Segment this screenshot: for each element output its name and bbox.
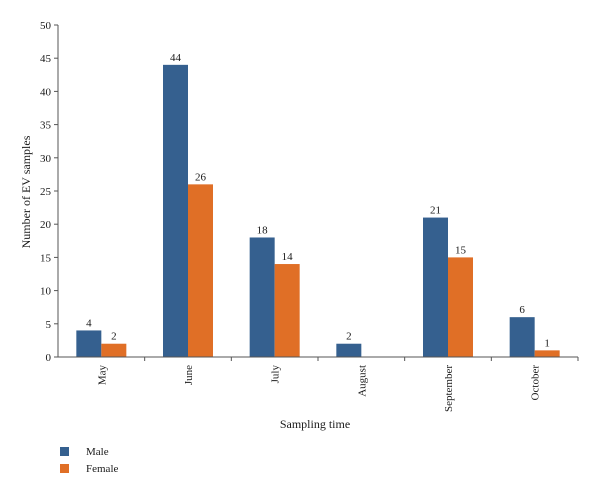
data-label-female-october: 1	[544, 337, 550, 349]
data-label-male-may: 4	[86, 317, 92, 329]
bar-female-october	[534, 350, 560, 357]
bar-male-may	[76, 330, 102, 357]
y-tick-label: 50	[40, 20, 52, 32]
y-axis-title: Number of EV samples	[19, 135, 33, 248]
data-labels: 4 2 44 26 18 14 2 21 15 6 1	[86, 52, 550, 350]
legend: Male Female	[60, 446, 118, 475]
bar-male-october	[509, 317, 535, 357]
y-tick-label: 45	[40, 53, 52, 65]
x-tick-label-may: May	[96, 365, 108, 386]
y-tick-label: 40	[40, 86, 52, 98]
x-axis-ticks: May June July August September October	[96, 365, 541, 413]
y-axis-ticks: 0 5 10 15 20 25 30 35 40 45 50	[40, 20, 52, 364]
data-label-female-june: 26	[195, 171, 207, 183]
data-label-female-september: 15	[455, 244, 467, 256]
legend-swatch-male	[60, 447, 69, 456]
y-tick-label: 20	[40, 219, 52, 231]
data-label-male-september: 21	[430, 205, 441, 217]
y-tick-label: 5	[46, 319, 52, 331]
legend-label-male: Male	[86, 446, 109, 458]
bar-male-august	[336, 343, 362, 357]
data-label-male-july: 18	[257, 224, 269, 236]
bar-female-june	[188, 184, 213, 357]
bars	[76, 64, 560, 357]
data-label-male-june: 44	[170, 52, 182, 64]
data-label-female-july: 14	[282, 251, 294, 263]
data-label-male-october: 6	[519, 304, 525, 316]
data-label-female-may: 2	[111, 331, 117, 343]
legend-swatch-female	[60, 464, 69, 473]
y-tick-label: 15	[40, 252, 52, 264]
y-tick-label: 25	[40, 186, 52, 198]
bar-male-june	[163, 64, 188, 357]
x-tick-label-september: September	[443, 365, 455, 412]
y-tick-label: 0	[46, 352, 52, 364]
x-tick-label-june: June	[183, 365, 195, 385]
y-tick-label: 30	[40, 153, 52, 165]
x-tick-label-october: October	[530, 365, 542, 401]
x-axis-title: Sampling time	[280, 417, 350, 431]
bar-female-september	[448, 257, 473, 357]
bar-male-september	[423, 217, 448, 357]
bar-male-july	[249, 237, 275, 357]
bar-female-july	[274, 264, 300, 357]
x-tick-label-july: July	[270, 365, 282, 384]
bar-female-may	[101, 343, 127, 357]
y-tick-label: 35	[40, 120, 52, 132]
legend-label-female: Female	[86, 463, 118, 475]
y-tick-label: 10	[40, 286, 52, 298]
x-tick-label-august: August	[356, 365, 368, 397]
axes	[54, 24, 579, 361]
data-label-male-august: 2	[346, 331, 352, 343]
